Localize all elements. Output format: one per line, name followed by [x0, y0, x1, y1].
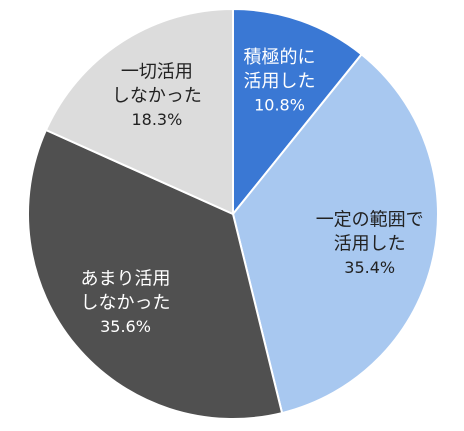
slice-category-text: しなかった [81, 293, 171, 314]
pie-slice-1 [232, 7, 363, 217]
slice-percent-label: 35.6% [100, 317, 151, 336]
slice-category-text: 活用した [334, 233, 406, 254]
slice-percent-label: 35.4% [344, 258, 395, 277]
slice-percent-label: 10.8% [254, 96, 305, 115]
slice-percent-label: 18.3% [131, 110, 182, 129]
pie-slice-4 [44, 7, 234, 216]
slice-category-text: 積極的に [244, 47, 316, 68]
pie-slice-3 [27, 128, 284, 420]
slice-category-text: 一切活用 [121, 62, 193, 83]
slice-category-text: 一定の範囲で [316, 209, 424, 230]
pie-slice-2 [231, 52, 439, 415]
slice-category-text: しなかった [112, 86, 202, 107]
slice-category-text: 活用した [244, 71, 316, 92]
slice-category-text: あまり活用 [81, 269, 171, 290]
